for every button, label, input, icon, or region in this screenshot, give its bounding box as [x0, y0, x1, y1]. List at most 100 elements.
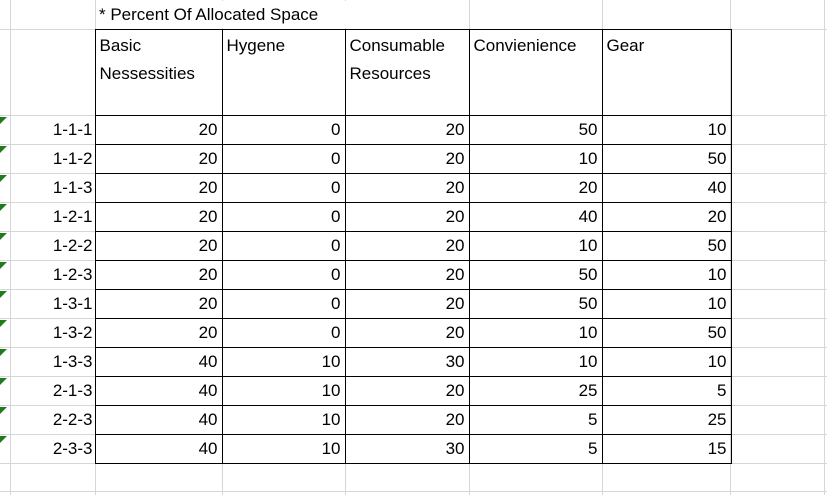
cell[interactable]: 40 — [94, 347, 223, 377]
cell[interactable]: 20 — [94, 231, 223, 261]
cell[interactable]: 50 — [468, 289, 603, 319]
sheet-title[interactable]: * Percent Of Allocated Space — [99, 5, 319, 24]
cell[interactable]: 5 — [468, 434, 603, 464]
cell[interactable]: 0 — [221, 173, 346, 203]
row-label-cell[interactable]: 1-1-3 — [0, 174, 95, 203]
table-row: 1-3-2 20 0 20 10 50 — [0, 318, 732, 348]
row-label-cell[interactable]: 1-3-1 — [0, 290, 95, 319]
cell[interactable]: 5 — [601, 376, 732, 406]
cell[interactable]: 10 — [221, 434, 346, 464]
cell[interactable]: 15 — [601, 434, 732, 464]
cell[interactable]: 40 — [94, 434, 223, 464]
cell[interactable]: 10 — [601, 289, 732, 319]
row-label-cell[interactable]: 1-3-2 — [0, 319, 95, 348]
cell[interactable]: 20 — [344, 318, 470, 348]
table-row: 2-3-3 40 10 30 5 15 — [0, 434, 732, 464]
row-label-cell[interactable]: 2-3-3 — [0, 435, 95, 464]
row-label: 1-2-1 — [52, 207, 93, 226]
cell[interactable]: 5 — [468, 405, 603, 435]
cell[interactable]: 50 — [468, 260, 603, 290]
gridline-v — [10, 0, 11, 495]
cell[interactable]: 20 — [601, 202, 732, 232]
cell[interactable]: 10 — [468, 231, 603, 261]
row-label-cell[interactable]: 1-2-2 — [0, 232, 95, 261]
cell[interactable]: 50 — [601, 318, 732, 348]
cell[interactable]: 20 — [344, 260, 470, 290]
cell[interactable]: 20 — [94, 318, 223, 348]
row-label-cell[interactable]: 1-2-1 — [0, 203, 95, 232]
cell[interactable]: 10 — [221, 405, 346, 435]
cell[interactable]: 50 — [468, 115, 603, 145]
cell[interactable]: 0 — [221, 231, 346, 261]
table-row: 1-1-2 20 0 20 10 50 — [0, 144, 732, 174]
row-label-cell[interactable]: 1-3-3 — [0, 348, 95, 377]
cell[interactable]: 20 — [344, 231, 470, 261]
cell[interactable]: 20 — [344, 173, 470, 203]
header-row: Basic Nessessities Hygene Consumable Resou… — [0, 29, 732, 116]
cell[interactable]: 10 — [601, 347, 732, 377]
row-label: 1-3-1 — [52, 294, 93, 313]
column-header[interactable]: Consumable Resources — [344, 29, 470, 116]
cell[interactable]: 40 — [94, 376, 223, 406]
cell[interactable]: 0 — [221, 318, 346, 348]
row-label: 2-2-3 — [52, 410, 93, 429]
cell[interactable]: 20 — [344, 405, 470, 435]
cell[interactable]: 10 — [221, 347, 346, 377]
cell[interactable]: 10 — [468, 318, 603, 348]
cell[interactable]: 20 — [94, 144, 223, 174]
cell[interactable]: 50 — [601, 231, 732, 261]
row-label: 1-1-1 — [52, 120, 93, 139]
error-indicator-icon — [0, 290, 7, 298]
error-indicator-icon — [0, 232, 7, 240]
cell[interactable]: 20 — [94, 173, 223, 203]
cell[interactable]: 40 — [94, 405, 223, 435]
cell[interactable]: 0 — [221, 202, 346, 232]
row-label: 1-3-2 — [52, 323, 93, 342]
cell[interactable]: 30 — [344, 434, 470, 464]
column-header[interactable]: Gear — [601, 29, 732, 116]
cell[interactable]: 20 — [468, 173, 603, 203]
corner-cell[interactable] — [0, 30, 95, 116]
cell[interactable]: 20 — [344, 115, 470, 145]
table-row: 1-2-2 20 0 20 10 50 — [0, 231, 732, 261]
cell[interactable]: 40 — [601, 173, 732, 203]
cell[interactable]: 0 — [221, 289, 346, 319]
cell[interactable]: 0 — [221, 115, 346, 145]
row-label-cell[interactable]: 1-2-3 — [0, 261, 95, 290]
cell[interactable]: 20 — [344, 202, 470, 232]
cell[interactable]: 30 — [344, 347, 470, 377]
cell[interactable]: 10 — [601, 260, 732, 290]
table-row: 1-3-3 40 10 30 10 10 — [0, 347, 732, 377]
gridline-h — [0, 491, 827, 492]
cell[interactable]: 20 — [94, 260, 223, 290]
cell[interactable]: 0 — [221, 260, 346, 290]
cell[interactable]: 0 — [221, 144, 346, 174]
column-header[interactable]: Basic Nessessities — [94, 29, 223, 116]
cell[interactable]: 10 — [221, 376, 346, 406]
cell[interactable]: 10 — [468, 347, 603, 377]
error-indicator-icon — [0, 145, 7, 153]
table-row: 1-2-3 20 0 20 50 10 — [0, 260, 732, 290]
row-label-cell[interactable]: 2-2-3 — [0, 406, 95, 435]
row-label-cell[interactable]: 2-1-3 — [0, 377, 95, 406]
column-header[interactable]: Hygene — [221, 29, 346, 116]
cell[interactable]: 25 — [468, 376, 603, 406]
cell[interactable]: 50 — [601, 144, 732, 174]
cell[interactable]: 10 — [601, 115, 732, 145]
cell[interactable]: 20 — [344, 144, 470, 174]
row-label: 1-2-2 — [52, 236, 93, 255]
error-indicator-icon — [0, 174, 7, 182]
cell[interactable]: 20 — [344, 376, 470, 406]
cell[interactable]: 20 — [94, 289, 223, 319]
cell[interactable]: 25 — [601, 405, 732, 435]
cell[interactable]: 20 — [94, 115, 223, 145]
row-label-cell[interactable]: 1-1-1 — [0, 116, 95, 145]
cell[interactable]: 40 — [468, 202, 603, 232]
cell[interactable]: 10 — [468, 144, 603, 174]
cell[interactable]: 20 — [94, 202, 223, 232]
row-label-cell[interactable]: 1-1-2 — [0, 145, 95, 174]
column-header[interactable]: Convienience — [468, 29, 603, 116]
row-label: 1-3-3 — [52, 352, 93, 371]
cell[interactable]: 20 — [344, 289, 470, 319]
